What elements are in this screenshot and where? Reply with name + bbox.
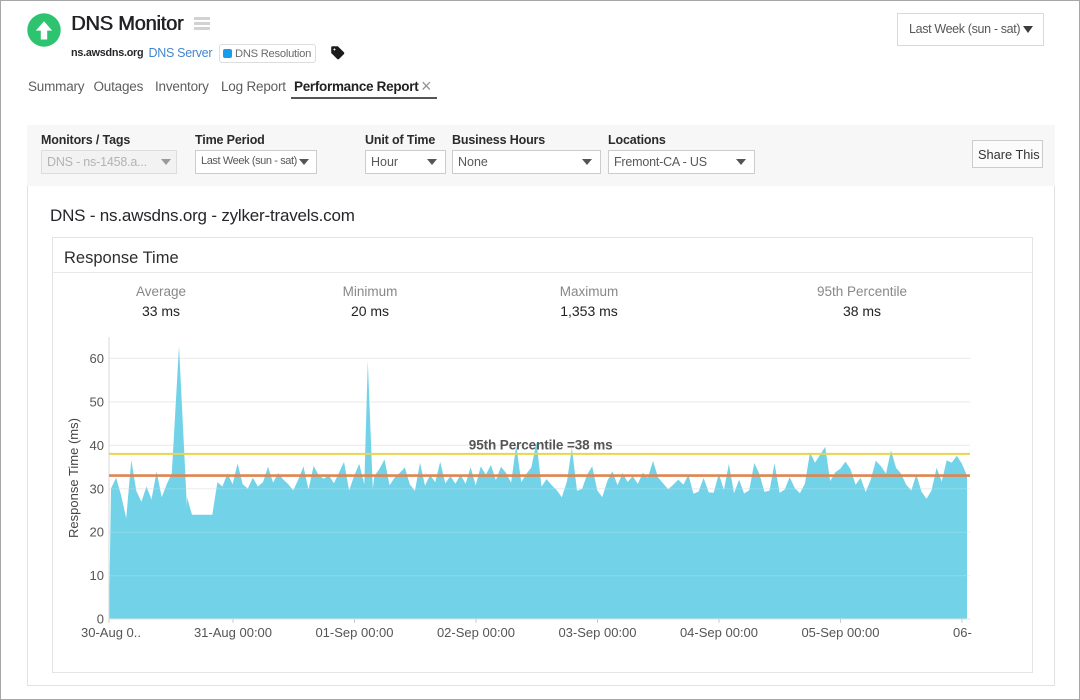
- svg-text:30: 30: [90, 481, 104, 496]
- svg-text:0: 0: [97, 612, 104, 627]
- svg-text:05-Sep 00:00: 05-Sep 00:00: [801, 625, 879, 640]
- svg-text:01-Sep 00:00: 01-Sep 00:00: [315, 625, 393, 640]
- svg-text:Response Time (ms): Response Time (ms): [66, 418, 81, 538]
- svg-text:04-Sep 00:00: 04-Sep 00:00: [680, 625, 758, 640]
- svg-text:03-Sep 00:00: 03-Sep 00:00: [558, 625, 636, 640]
- svg-text:40: 40: [90, 438, 104, 453]
- svg-text:20: 20: [90, 525, 104, 540]
- svg-text:02-Sep 00:00: 02-Sep 00:00: [437, 625, 515, 640]
- svg-text:60: 60: [90, 351, 104, 366]
- svg-text:06-: 06-: [953, 625, 972, 640]
- svg-text:31-Aug 00:00: 31-Aug 00:00: [194, 625, 272, 640]
- svg-text:30-Aug 0..: 30-Aug 0..: [81, 625, 141, 640]
- svg-text:10: 10: [90, 568, 104, 583]
- svg-text:95th Percentile =38 ms: 95th Percentile =38 ms: [469, 438, 613, 453]
- svg-text:50: 50: [90, 394, 104, 409]
